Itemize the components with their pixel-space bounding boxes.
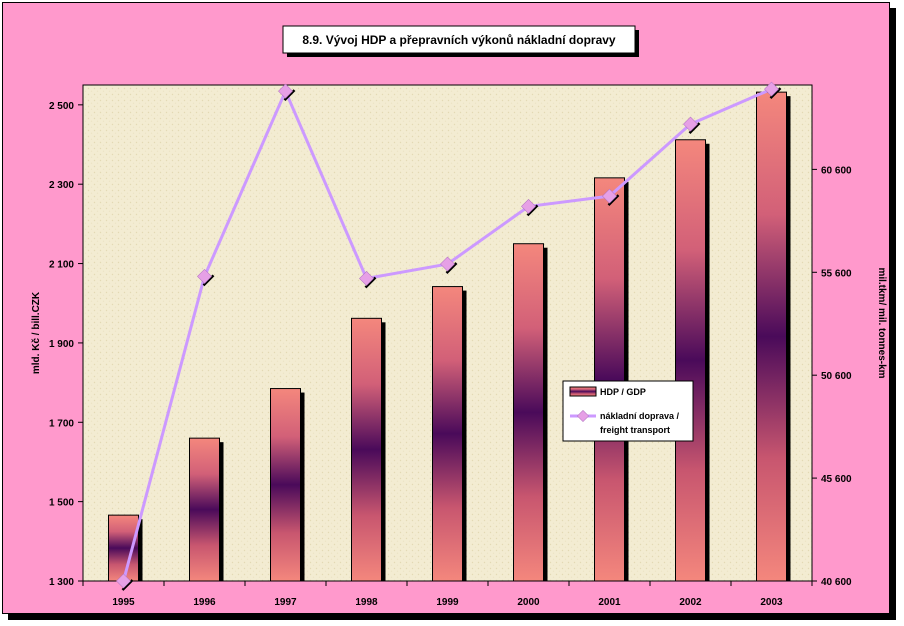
bar-gdp-1996	[189, 437, 220, 582]
freight-marker-1998	[359, 271, 374, 286]
left-axis-ticks: 1 300 1 500 1 700 1 900 2 100 2 300 2 500	[49, 101, 83, 588]
freight-marker-2003	[764, 81, 779, 97]
y2-tick-label: 55 600	[821, 268, 852, 279]
chart-frame: 8.9. Vývoj HDP a přepravních výkonů nákl…	[2, 2, 890, 614]
freight-marker-shadow	[688, 122, 701, 134]
x-tick-label: 1999	[436, 597, 459, 608]
freight-marker-2000	[521, 199, 536, 214]
y2-tick-label: 45 600	[821, 474, 852, 485]
freight-marker-shadow	[769, 87, 782, 100]
legend: HDP / GDP nákladní doprava / freight tran…	[562, 380, 694, 442]
freight-marker-2001	[602, 188, 617, 204]
freight-marker-1999	[440, 256, 455, 272]
chart-title-box: 8.9. Vývoj HDP a přepravních výkonů nákl…	[282, 25, 639, 57]
chart-title: 8.9. Vývoj HDP a přepravních výkonů nákl…	[302, 33, 616, 47]
legend-label-freight: nákladní doprava / freight transport	[600, 411, 680, 435]
bar-gdp-2000	[513, 243, 544, 582]
bar-gdp-2003	[756, 91, 787, 582]
y-tick-label: 1 700	[49, 418, 74, 429]
y2-tick-label: 50 600	[821, 371, 852, 382]
bar-gdp-2002	[675, 139, 706, 582]
freight-marker-shadow	[283, 89, 296, 102]
bar-gdp-2001	[594, 177, 625, 582]
y-tick-label: 1 900	[49, 339, 74, 350]
freight-marker-shadow	[364, 276, 377, 289]
bar-gdp-1997	[270, 388, 301, 582]
right-axis-ticks: 40 600 45 600 50 600 55 600 60 600	[812, 165, 852, 588]
y-tick-label: 1 500	[49, 498, 74, 509]
x-tick-label: 1998	[355, 597, 378, 608]
bar-gdp-1998	[351, 317, 382, 582]
freight-line-group	[116, 81, 782, 591]
y-tick-label: 2 100	[49, 260, 74, 271]
freight-marker-shadow	[607, 194, 620, 207]
freight-marker-2002	[683, 116, 698, 132]
freight-marker-1997	[278, 83, 293, 99]
freight-marker-shadow	[445, 262, 458, 274]
y-tick-label: 2 500	[49, 101, 74, 112]
y-tick-label: 1 300	[49, 577, 74, 588]
x-tick-label: 2002	[679, 597, 702, 608]
bar-gdp-1999	[432, 286, 463, 582]
bars-group	[108, 91, 791, 582]
freight-marker-shadow	[121, 579, 134, 591]
x-tick-label: 2003	[760, 597, 783, 608]
legend-swatch-freight-marker	[576, 409, 590, 423]
y-axis-title: mld. Kč / bill.CZK	[31, 291, 42, 374]
freight-marker-shadow	[202, 274, 215, 287]
freight-marker-1996	[197, 268, 212, 284]
x-axis-ticks: 1995 1996 1997 1998 1999 2000 2001 2002 2003	[82, 581, 813, 608]
x-tick-label: 2000	[517, 597, 540, 608]
y2-tick-label: 40 600	[821, 577, 852, 588]
x-tick-label: 1997	[274, 597, 297, 608]
x-tick-label: 1995	[112, 597, 135, 608]
y-tick-label: 2 300	[49, 180, 74, 191]
x-tick-label: 2001	[598, 597, 621, 608]
x-tick-label: 1996	[193, 597, 216, 608]
freight-marker-1995	[116, 573, 131, 589]
legend-swatch-gdp	[569, 386, 597, 397]
freight-marker-shadow	[526, 204, 539, 217]
chart-svg: 8.9. Vývoj HDP a přepravních výkonů nákl…	[31, 25, 887, 608]
bar-gdp-1995	[108, 514, 139, 582]
y2-axis-title: mil.tkm/ mil. tonnes-km	[876, 267, 887, 378]
legend-label-gdp: HDP / GDP	[600, 387, 646, 397]
y2-tick-label: 60 600	[821, 165, 852, 176]
